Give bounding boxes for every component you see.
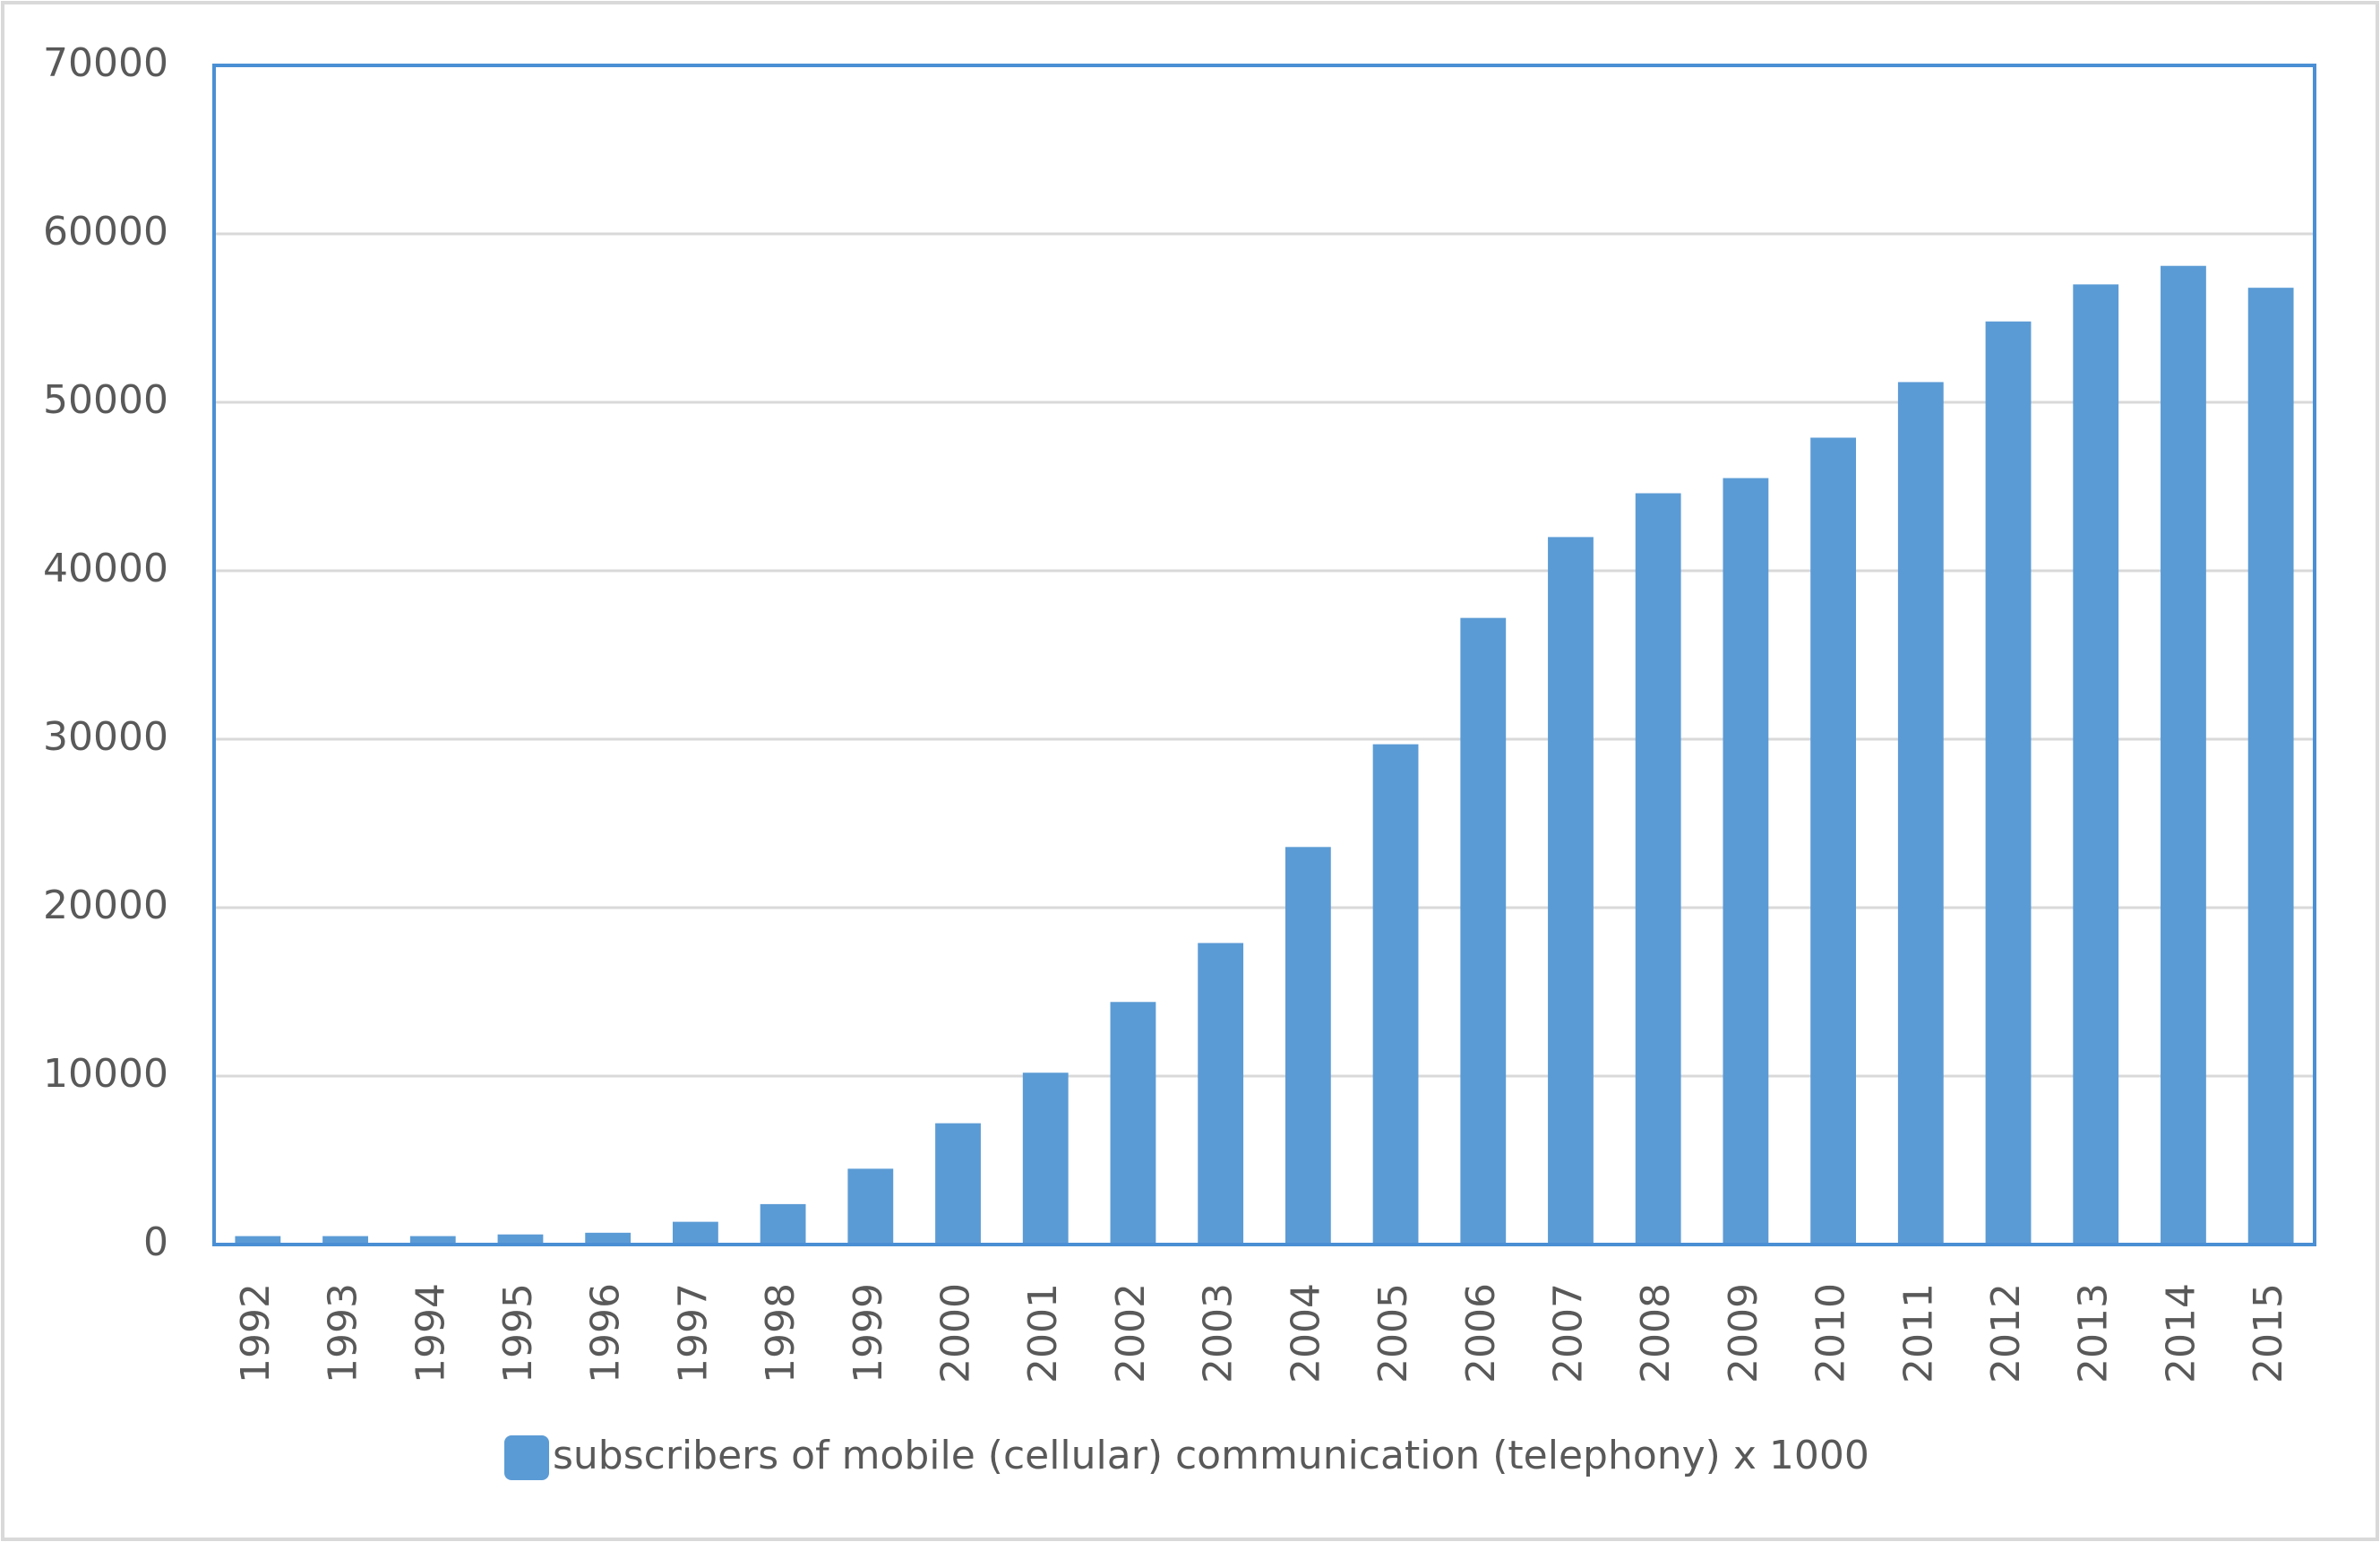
y-tick-label: 20000 [43,883,168,928]
bar [935,1123,981,1245]
bar [1285,847,1331,1245]
bar [1897,382,1944,1245]
legend-swatch [504,1435,549,1480]
x-tick-label: 1993 [321,1283,366,1383]
x-tick-label: 1997 [670,1283,716,1383]
x-tick-label: 2010 [1809,1283,1854,1383]
x-tick-label: 2014 [2158,1283,2204,1383]
bar [672,1221,718,1245]
x-tick-label: 1995 [495,1283,541,1383]
bar [1548,537,1594,1245]
y-tick-label: 50000 [43,377,168,423]
x-tick-label: 2012 [1983,1283,2029,1383]
bar [2073,284,2119,1245]
x-tick-label: 2007 [1545,1283,1591,1383]
x-tick-label: 2000 [933,1283,979,1383]
bar [2161,265,2206,1245]
bar [1723,478,1769,1245]
bar [1460,617,1507,1245]
y-tick-label: 10000 [43,1051,168,1097]
bar [585,1232,632,1245]
legend-label: subscribers of mobile (cellular) communi… [553,1433,1869,1478]
y-tick-label: 60000 [43,209,168,254]
x-tick-label: 2015 [2246,1283,2291,1383]
y-tick-label: 70000 [43,40,168,86]
x-tick-label: 2006 [1458,1283,1504,1383]
x-tick-label: 1996 [583,1283,629,1383]
bar [1985,321,2032,1245]
x-tick-label: 2009 [1721,1283,1766,1383]
bar [322,1236,368,1245]
x-tick-label: 2005 [1370,1283,1416,1383]
y-tick-label: 40000 [43,546,168,591]
bar [1635,493,1681,1245]
y-tick-label: 30000 [43,714,168,760]
x-tick-label: 2003 [1196,1283,1242,1383]
x-tick-label: 2008 [1633,1283,1679,1383]
x-tick-label: 2001 [1020,1283,1066,1383]
x-tick-label: 2013 [2071,1283,2117,1383]
bar [1372,744,1419,1245]
bar [1198,943,1244,1245]
bar [847,1168,894,1245]
bar [2247,288,2294,1245]
y-tick-label: 0 [143,1219,168,1265]
x-tick-label: 2002 [1108,1283,1154,1383]
bar [497,1234,544,1245]
x-tick-label: 1992 [233,1283,279,1383]
x-tick-label: 1998 [758,1283,803,1383]
plot-border [212,64,2316,1246]
x-tick-label: 1994 [408,1283,453,1383]
x-tick-label: 2011 [1895,1283,1941,1383]
x-tick-label: 2004 [1283,1283,1328,1383]
bar [760,1203,806,1245]
bar [1810,437,1857,1245]
bar [1022,1073,1069,1245]
bar [235,1236,281,1245]
bar [1110,1002,1156,1245]
x-tick-label: 1999 [846,1283,891,1383]
bar [409,1236,456,1245]
